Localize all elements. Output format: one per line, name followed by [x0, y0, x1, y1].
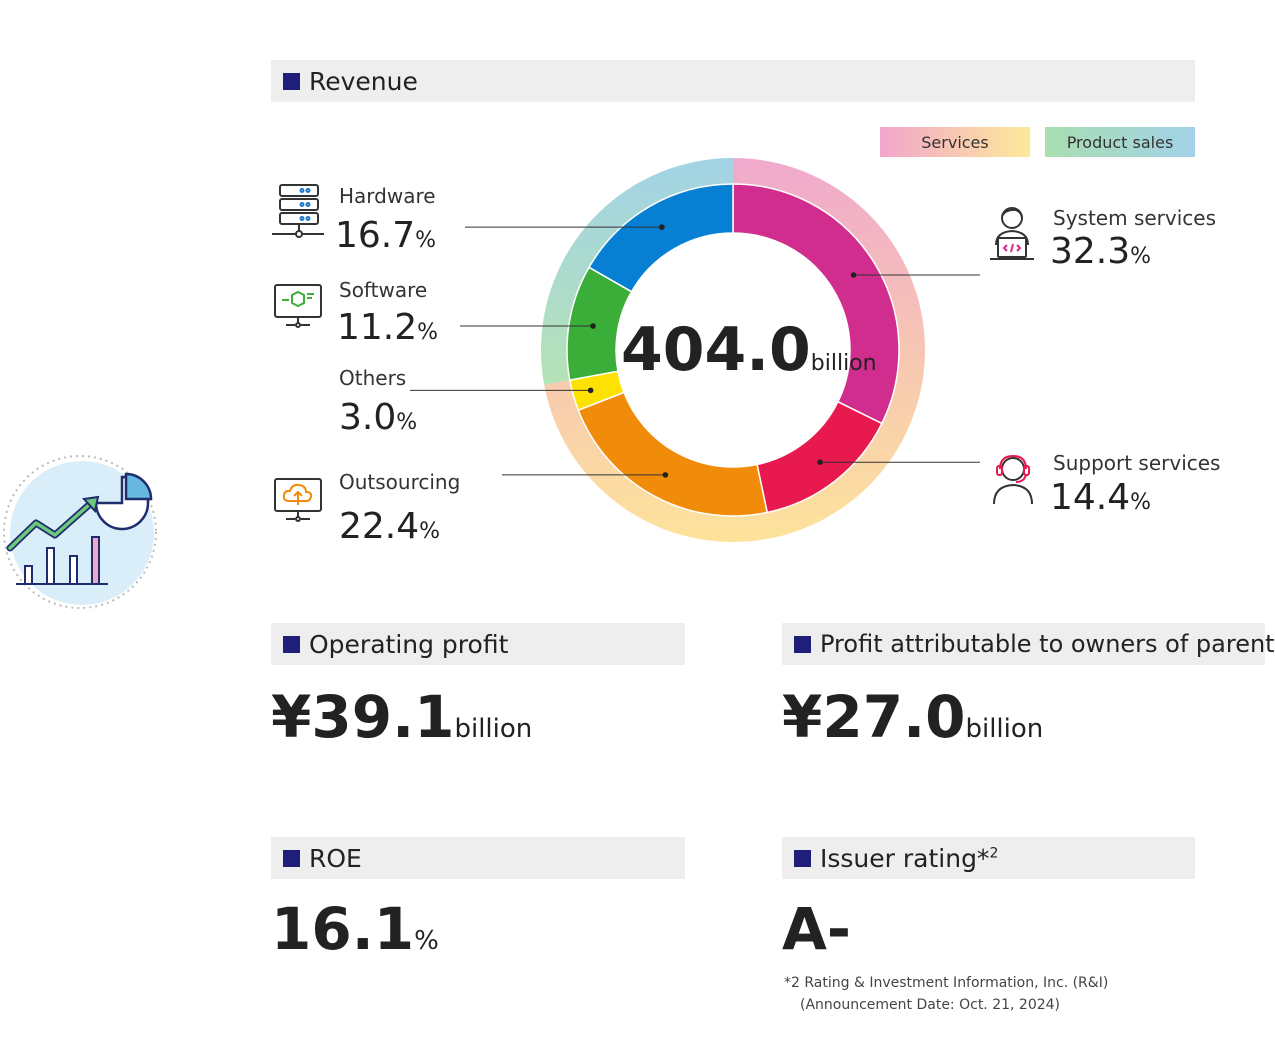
legend-services-label: Services [921, 132, 989, 152]
software-icon-wrap [274, 283, 322, 333]
outsourcing-percent: 22.4% [339, 509, 440, 545]
others-value: 3.0 [339, 397, 397, 438]
system-services-value: 32.3 [1050, 231, 1131, 272]
legend-services: Services [880, 127, 1030, 157]
chart-illustration-icon [3, 455, 157, 609]
support-services-percent: 14.4% [1050, 480, 1151, 516]
software-percent: 11.2% [337, 310, 438, 346]
profit-parent-value: ¥27.0billion [782, 688, 1043, 746]
leader-dot-outsourcing [662, 472, 669, 478]
roe-title: ROE [309, 843, 362, 873]
operating-profit-value: ¥39.1billion [271, 688, 532, 746]
header-square-icon [794, 849, 811, 867]
issuer-rating-title: Issuer rating* [820, 843, 990, 873]
profit-parent-title: Profit attributable to owners of parent [820, 630, 1275, 658]
support-services-unit: % [1130, 490, 1152, 515]
leader-dot-support-services [817, 459, 823, 466]
support-services-value: 14.4 [1050, 477, 1131, 518]
roe-unit: % [414, 926, 439, 956]
revenue-total-value: 404.0 [621, 315, 811, 385]
header-square-icon [283, 72, 300, 90]
revenue-total-unit: billion [810, 351, 877, 376]
issuer-rating-note-line1: *2 Rating & Investment Information, Inc.… [784, 975, 1109, 991]
issuer-rating-value: A- [782, 895, 851, 963]
hardware-icon-wrap [272, 183, 324, 245]
hardware-unit: % [415, 228, 437, 253]
header-square-icon [283, 635, 300, 653]
server-icon [272, 184, 324, 238]
system-services-icon-wrap [986, 205, 1038, 267]
outsourcing-unit: % [419, 519, 441, 544]
revenue-total: 404.0billion [621, 320, 877, 380]
others-label: Others [339, 366, 407, 390]
donut-segment-outsourcing [577, 391, 769, 517]
leader-dot-hardware [659, 224, 665, 230]
outsourcing-icon-wrap [274, 477, 322, 527]
issuer-rating-header: Issuer rating*2 [782, 837, 1195, 879]
header-square-icon [794, 635, 811, 653]
cloud-upload-monitor-icon [274, 478, 322, 522]
operating-profit-header: Operating profit [271, 623, 685, 665]
roe-amount: 16.1 [271, 895, 415, 963]
support-services-icon-wrap [988, 452, 1038, 512]
hardware-value: 16.7 [335, 215, 416, 256]
revenue-title: Revenue [309, 66, 418, 96]
system-services-label: System services [1053, 206, 1216, 230]
operating-profit-unit: billion [454, 714, 533, 744]
leader-dot-software [590, 323, 596, 329]
leader-dot-system-services [850, 272, 857, 278]
roe-header: ROE [271, 837, 685, 879]
donut-segment-system-services [732, 183, 900, 425]
header-square-icon [283, 849, 300, 867]
operating-profit-amount: ¥39.1 [271, 683, 455, 751]
profit-parent-header: Profit attributable to owners of parent [782, 623, 1275, 665]
system-services-percent: 32.3% [1050, 234, 1151, 270]
outsourcing-label: Outsourcing [339, 470, 461, 494]
revenue-header: Revenue [271, 60, 1195, 102]
hardware-label: Hardware [339, 184, 436, 208]
profit-parent-amount: ¥27.0 [782, 683, 966, 751]
software-value: 11.2 [337, 307, 418, 348]
revenue-donut-chart [410, 158, 980, 542]
developer-icon [990, 207, 1034, 260]
issuer-rating-title-wrap: Issuer rating*2 [820, 844, 998, 873]
leader-dot-others [587, 387, 594, 394]
donut-segment-hardware [588, 183, 734, 293]
roe-value: 16.1% [271, 900, 439, 958]
outer-ring-product-sales [541, 158, 733, 385]
others-unit: % [396, 410, 418, 435]
issuer-rating-footnote-mark: 2 [989, 845, 999, 862]
legend-product-sales: Product sales [1045, 127, 1195, 157]
headset-support-icon [993, 454, 1033, 505]
operating-profit-title: Operating profit [309, 629, 509, 659]
legend-product-sales-label: Product sales [1066, 132, 1174, 152]
hardware-percent: 16.7% [335, 218, 436, 254]
issuer-rating-note-line2: (Announcement Date: Oct. 21, 2024) [800, 997, 1061, 1013]
software-unit: % [417, 320, 439, 345]
system-services-unit: % [1130, 244, 1152, 269]
profit-parent-unit: billion [965, 714, 1044, 744]
support-services-label: Support services [1053, 451, 1221, 475]
software-label: Software [339, 278, 428, 302]
outsourcing-value: 22.4 [339, 506, 420, 547]
others-percent: 3.0% [339, 400, 417, 436]
software-monitor-icon [274, 284, 322, 328]
issuer-rating-note: *2 Rating & Investment Information, Inc.… [784, 972, 1108, 1016]
